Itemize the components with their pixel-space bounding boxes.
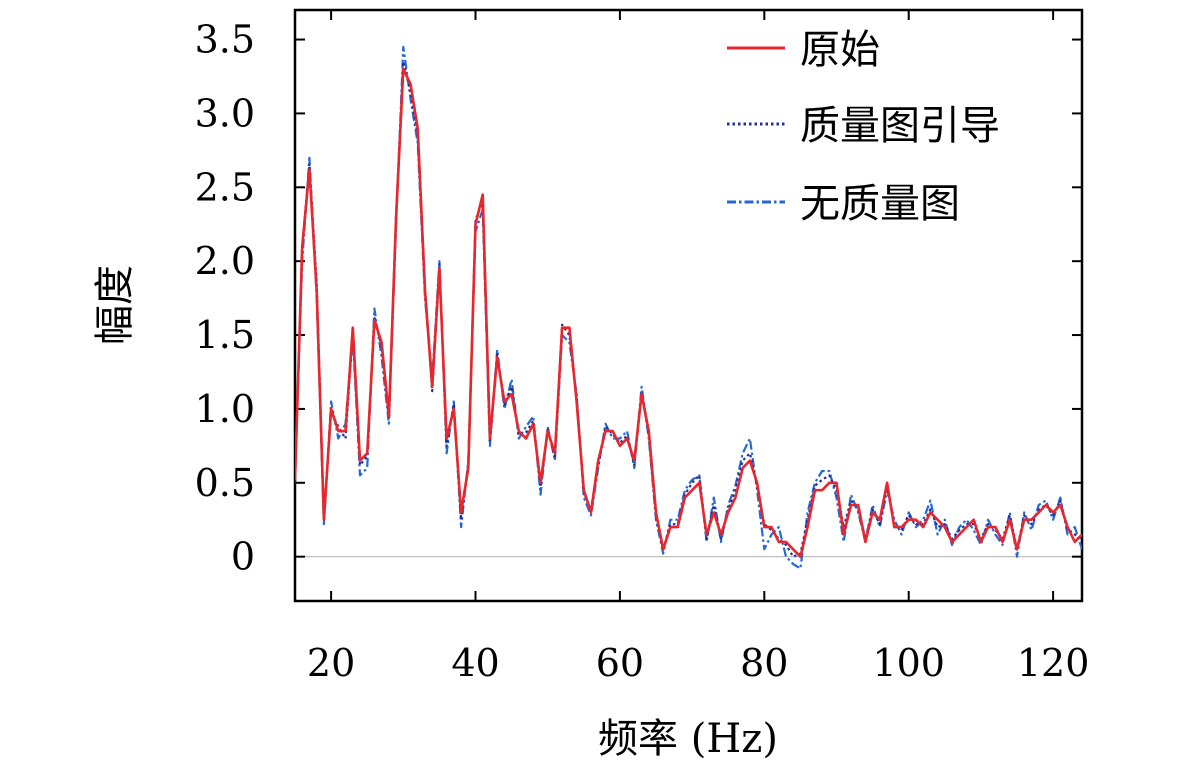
y-axis-label: 幅度	[92, 265, 138, 345]
ticks-layer: 20 40 60 80 100 120 0 0.5 1.0 1.5 2.0 2.5 3.0 3.5	[195, 10, 1090, 685]
x-tick-label: 20	[307, 641, 355, 685]
plot-frame	[293, 8, 1084, 603]
legend-label-0: 原始	[800, 27, 880, 73]
y-tick-label: 0.5	[195, 461, 255, 505]
x-tick-label: 60	[596, 641, 644, 685]
y-tick-label: 0	[231, 535, 255, 579]
y-tick-label: 1.0	[195, 387, 255, 431]
legend-label-2: 无质量图	[800, 181, 960, 227]
x-axis-label: 频率 (Hz)	[598, 716, 778, 762]
y-tick-label: 2.0	[195, 239, 255, 283]
series-layer	[295, 45, 1082, 570]
y-tick-label: 3.0	[195, 91, 255, 135]
series-line-0	[295, 67, 1082, 559]
y-tick-label: 2.5	[195, 165, 255, 209]
x-tick-label: 100	[872, 641, 945, 685]
x-tick-label: 40	[451, 641, 499, 685]
legend-label-1: 质量图引导	[800, 103, 1000, 149]
x-tick-label: 80	[740, 641, 788, 685]
y-tick-label: 1.5	[195, 313, 255, 357]
y-tick-label: 3.5	[195, 18, 255, 62]
x-tick-label: 120	[1017, 641, 1090, 685]
